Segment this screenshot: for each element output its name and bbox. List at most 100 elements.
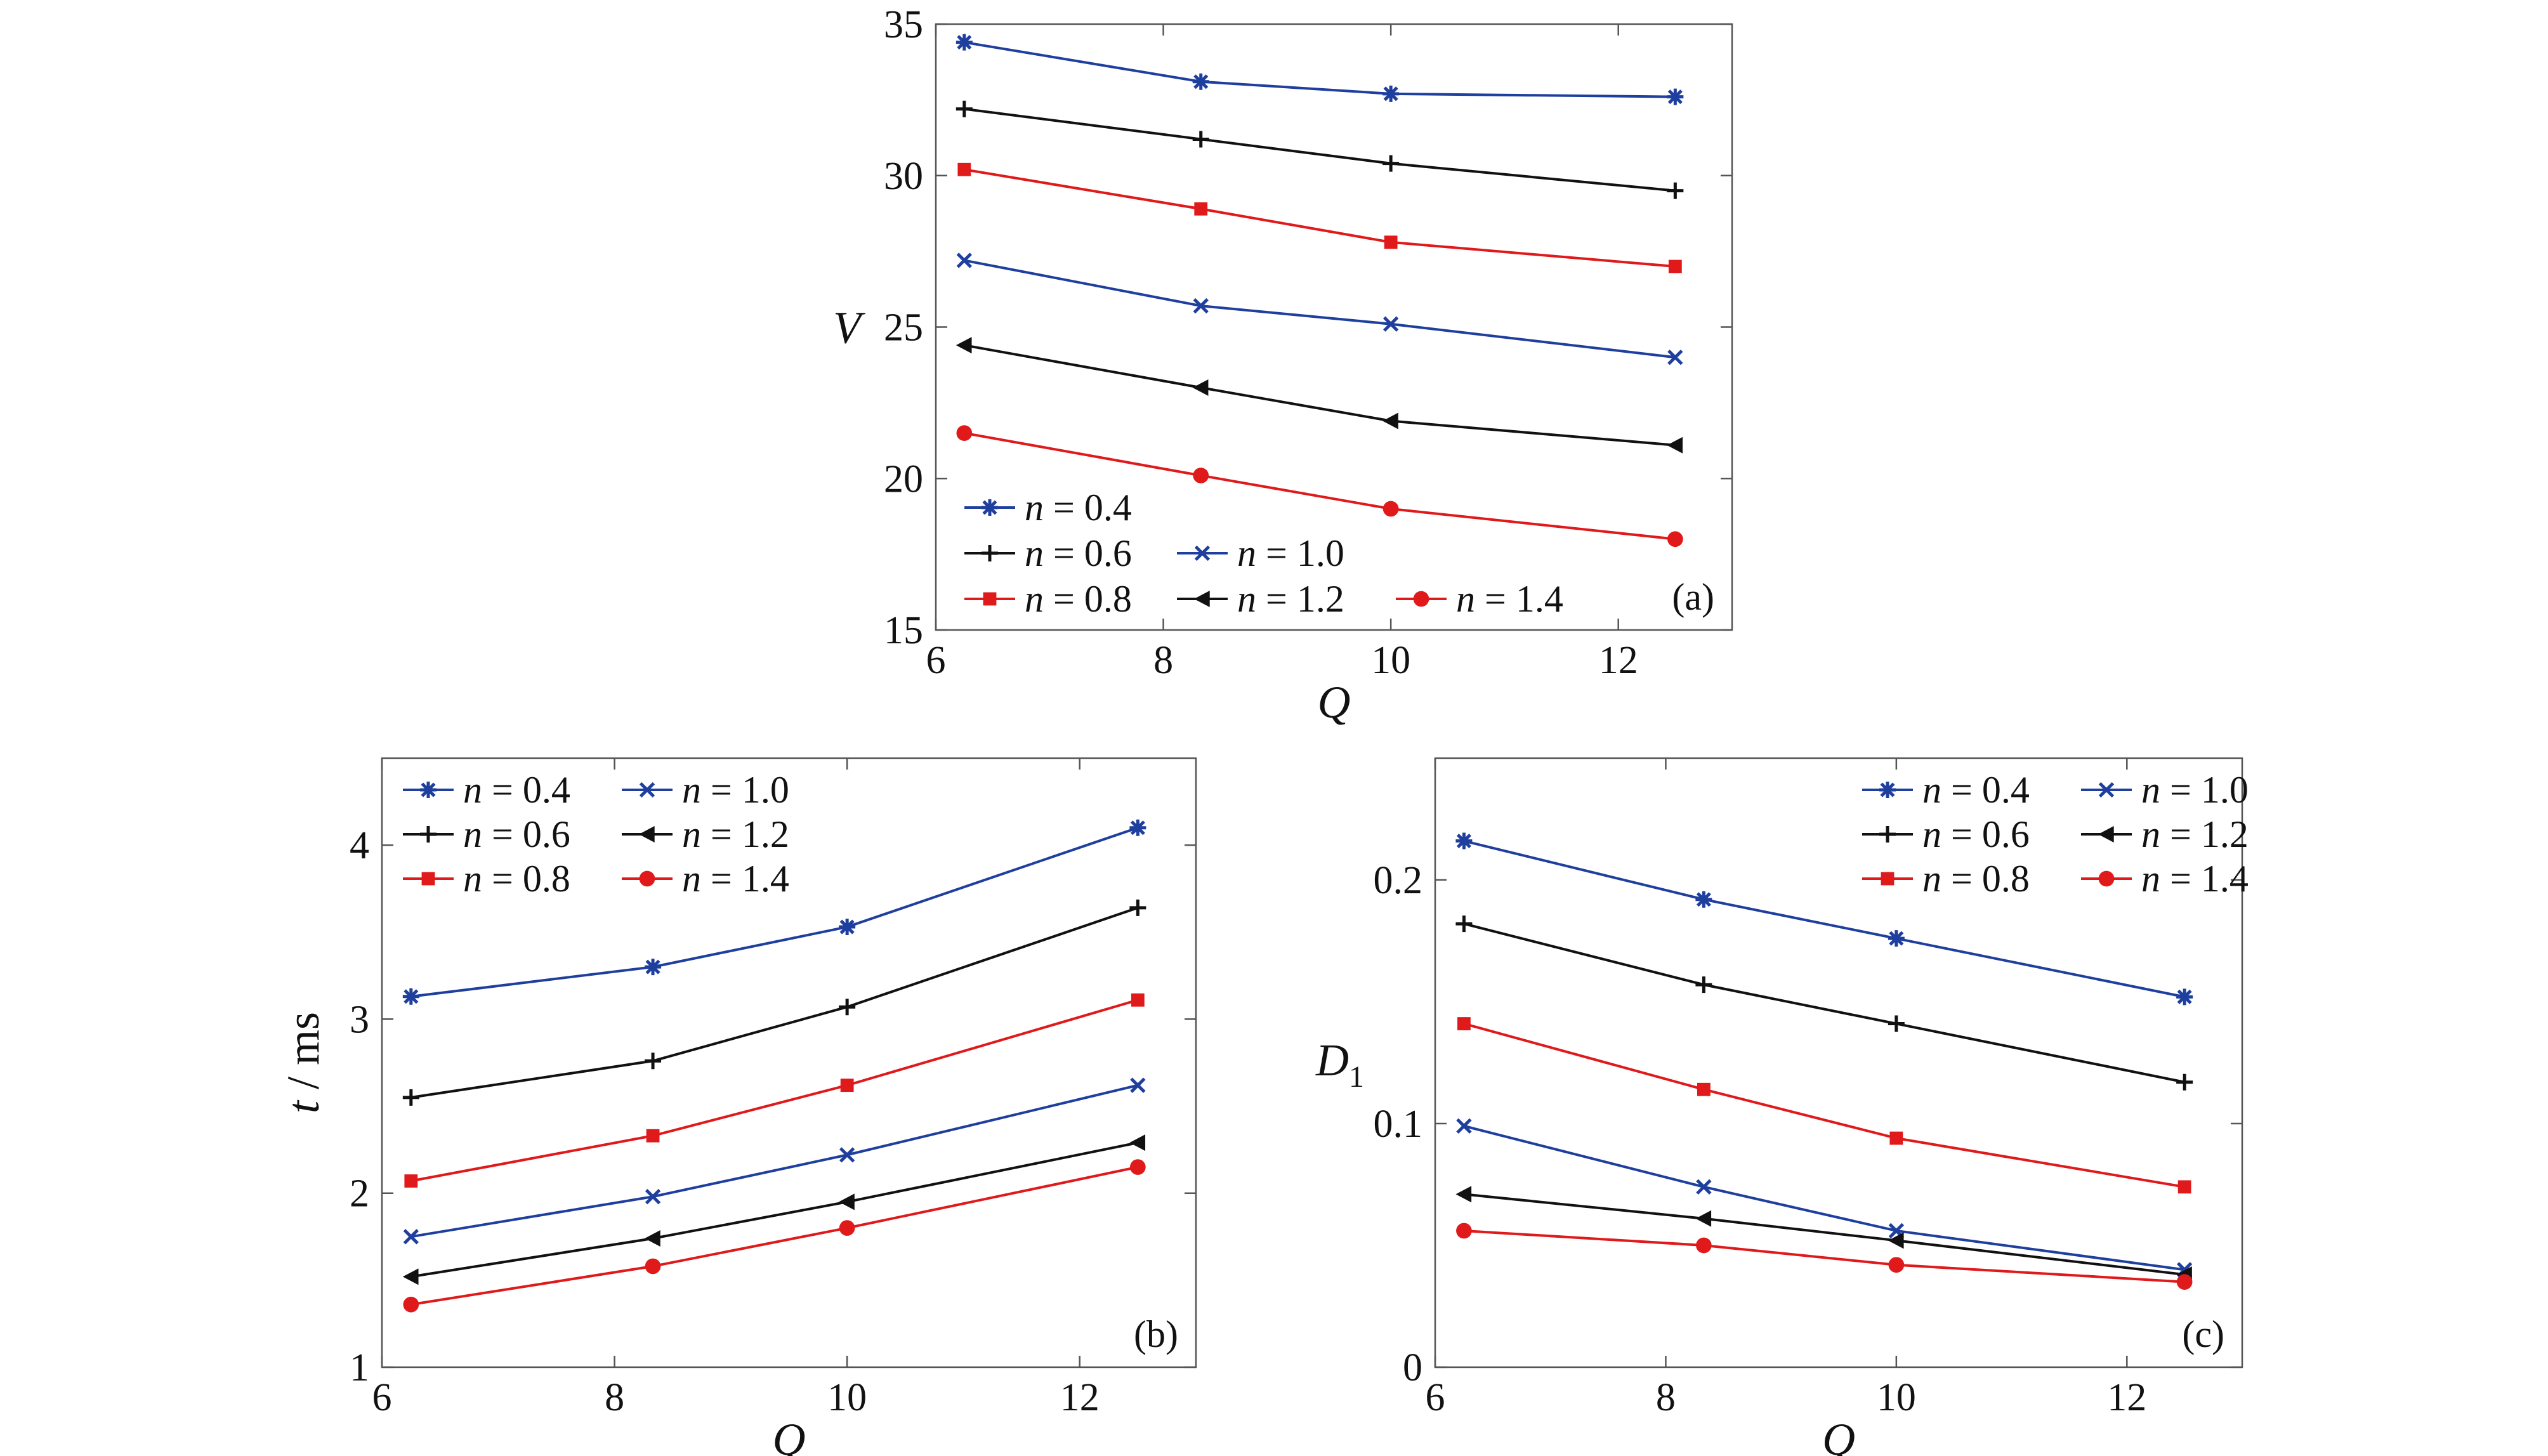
y-tick-label: 1: [350, 1346, 369, 1389]
data-point: [1696, 1237, 1712, 1254]
series-3: [956, 253, 1683, 365]
legend-item: n = 0.8: [1862, 858, 2030, 900]
plot-frame: [1434, 757, 2243, 1368]
data-point: [402, 1268, 419, 1285]
data-point: [1889, 1131, 1903, 1145]
legend-item: n = 0.4: [964, 487, 1132, 528]
data-point: [1129, 1134, 1146, 1151]
data-point: [1455, 832, 1473, 849]
legend-marker: [639, 826, 655, 843]
data-point: [645, 1258, 661, 1275]
legend-marker: [1194, 545, 1211, 561]
y-axis-title: D1: [1315, 1035, 1364, 1094]
legend-label: n = 0.4: [463, 769, 570, 811]
series-5: [1456, 1223, 2193, 1290]
series-2: [404, 993, 1145, 1188]
legend-label: n = 0.8: [463, 858, 570, 900]
data-point: [1695, 1210, 1712, 1227]
series-3: [403, 1077, 1146, 1245]
series-1: [1455, 915, 2193, 1091]
y-tick-label: 25: [884, 306, 923, 350]
data-point: [1130, 1077, 1146, 1093]
data-point: [1667, 182, 1684, 199]
legend-item: n = 0.8: [403, 858, 570, 900]
data-point: [956, 337, 972, 354]
legend-item: n = 1.0: [1177, 532, 1344, 574]
series-line: [964, 431, 1676, 541]
legend-label: n = 1.0: [1237, 532, 1344, 574]
series-line: [1464, 1229, 2185, 1283]
data-point: [1130, 1159, 1146, 1175]
legend-label: n = 1.4: [1456, 578, 1563, 620]
plot-frame: [381, 757, 1197, 1368]
legend: n = 0.4n = 0.6n = 0.8 n = 1.0n = 1.2n = 1…: [1862, 769, 2249, 900]
legend-label: n = 0.4: [1025, 487, 1132, 528]
x-tick-label: 12: [2107, 1376, 2146, 1419]
legend-marker: [982, 545, 998, 561]
data-point: [403, 1296, 419, 1313]
legend-label: n = 0.6: [463, 813, 570, 855]
data-point: [2176, 1274, 2193, 1290]
series-5: [403, 1159, 1146, 1313]
panel-label: (c): [2182, 1313, 2224, 1355]
data-point: [1667, 531, 1683, 548]
data-point: [645, 959, 662, 976]
data-point: [1192, 73, 1209, 90]
chart-panel-0: 6 8 10 12 15 20 25 30 35 Q V (a) n = 0.4n = 0.6n = 0…: [833, 3, 1733, 728]
data-point: [1667, 88, 1684, 105]
x-tick-label: 6: [372, 1376, 392, 1419]
legend-item: n = 1.2: [622, 813, 789, 855]
data-point: [1193, 468, 1209, 483]
legend-label: n = 1.0: [2141, 769, 2249, 811]
series-1: [402, 899, 1146, 1106]
legend-item: n = 1.0: [622, 769, 789, 811]
legend-label: n = 1.4: [2141, 858, 2249, 900]
legend-marker: [639, 782, 655, 798]
legend-marker: [420, 826, 437, 843]
legend-item: n = 0.4: [1862, 769, 2030, 811]
data-point: [1667, 350, 1683, 365]
x-tick-label: 8: [1656, 1376, 1676, 1419]
data-point: [956, 253, 972, 268]
series-line: [964, 107, 1676, 192]
data-point: [404, 1174, 418, 1188]
legend-item: n = 1.2: [1177, 578, 1344, 620]
data-point: [1457, 1017, 1471, 1030]
x-axis-title: Q: [773, 1414, 806, 1456]
panel-label: (b): [1134, 1313, 1178, 1355]
series-1: [956, 100, 1684, 199]
series-line: [410, 1165, 1138, 1306]
series-line: [410, 906, 1139, 1099]
data-point: [402, 988, 419, 1005]
data-point: [1131, 993, 1145, 1007]
x-tick-label: 12: [1060, 1376, 1100, 1419]
legend-label: n = 0.8: [1922, 858, 2030, 900]
legend-label: n = 1.4: [682, 858, 789, 900]
data-point: [1456, 1118, 1472, 1134]
y-axis-title: V: [833, 303, 865, 353]
series-3: [1456, 1118, 2193, 1278]
data-point: [1382, 155, 1400, 172]
data-point: [1129, 899, 1146, 916]
data-point: [956, 34, 973, 51]
data-point: [1129, 819, 1146, 836]
series-4: [1455, 1186, 2192, 1283]
data-point: [1382, 501, 1399, 517]
series-line: [964, 259, 1676, 359]
x-axis-title: Q: [1318, 677, 1351, 728]
data-point: [1382, 85, 1400, 102]
legend-marker: [2098, 782, 2115, 798]
data-point: [1888, 1015, 1905, 1032]
legend-marker: [2098, 870, 2115, 887]
data-point: [839, 1193, 855, 1210]
data-point: [1192, 131, 1209, 148]
data-point: [403, 1229, 419, 1245]
x-tick-label: 10: [1877, 1376, 1916, 1419]
data-point: [1192, 379, 1209, 396]
legend-label: n = 0.6: [1922, 813, 2030, 855]
y-tick-label: 20: [884, 457, 923, 501]
data-point: [1384, 235, 1398, 249]
data-point: [956, 100, 973, 117]
data-point: [1382, 412, 1398, 430]
